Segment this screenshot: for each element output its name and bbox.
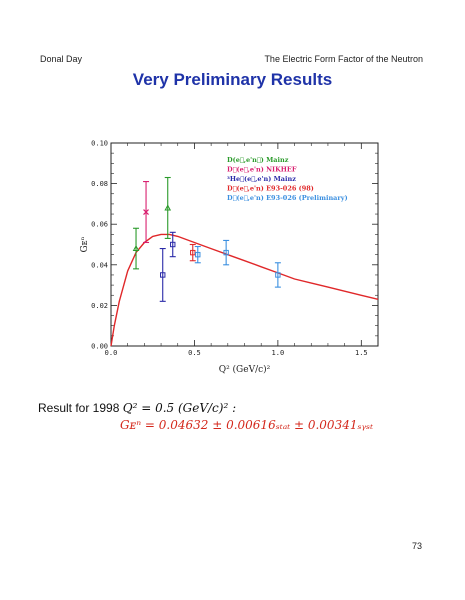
- result-line: Result for 1998 Q² = 0.5 (GeV/c)² :: [38, 401, 236, 415]
- y-tick-label: 0.00: [91, 343, 108, 351]
- data-point: [275, 272, 281, 278]
- header-topic: The Electric Form Factor of the Neutron: [264, 54, 423, 64]
- slide-title: Very Preliminary Results: [132, 70, 333, 89]
- x-axis-label: Q² (GeV/c)²: [219, 364, 271, 375]
- data-point: [223, 249, 229, 256]
- data-point: [195, 251, 201, 258]
- x-tick-label: 1.0: [272, 349, 285, 357]
- legend-entry: D⃗(e⃗,e'n) E93-026 (Preliminary): [227, 194, 348, 202]
- data-point: [164, 204, 172, 211]
- data-point: [190, 249, 196, 256]
- result-prefix: Result for 1998: [38, 401, 120, 415]
- x-tick-label: 0.0: [105, 349, 118, 357]
- y-axis-label: Gᴇⁿ: [80, 236, 90, 252]
- y-tick-label: 0.06: [91, 221, 108, 229]
- result-formula: Gᴇⁿ = 0.04632 ± 0.00616ₛₜₐₜ ± 0.00341ₛᵧₛ…: [120, 418, 374, 432]
- y-tick-label: 0.04: [91, 261, 108, 269]
- y-tick-label: 0.02: [91, 302, 108, 310]
- x-tick-label: 1.5: [355, 349, 368, 357]
- legend-entry: D⃗(e⃗,e'n) NIKHEF: [227, 166, 297, 174]
- x-tick-label: 0.5: [188, 349, 201, 357]
- header-author: Donal Day: [40, 54, 83, 64]
- data-point: [132, 245, 140, 252]
- data-point: [170, 241, 176, 248]
- chart-root: 0.00 0.02 0.04 0.06 0.08 0.10 0.0 0.5 1.0 1.5 Q² (…: [80, 140, 379, 375]
- data-point: [160, 272, 166, 278]
- y-tick-label: 0.08: [91, 180, 108, 188]
- model-curve: [110, 233, 379, 347]
- y-tick-label: 0.10: [91, 140, 108, 148]
- legend-entry: D(e⃗,e'n⃗) Mainz: [227, 156, 289, 164]
- legend-entry: ³He⃗(e⃗,e'n) Mainz: [227, 175, 296, 183]
- result-math: Q² = 0.5 (GeV/c)² :: [122, 401, 237, 415]
- data-point: [143, 209, 149, 215]
- legend-entry: D⃗(e⃗,e'n) E93-026 (98): [227, 185, 314, 193]
- page-number: 73: [412, 541, 423, 551]
